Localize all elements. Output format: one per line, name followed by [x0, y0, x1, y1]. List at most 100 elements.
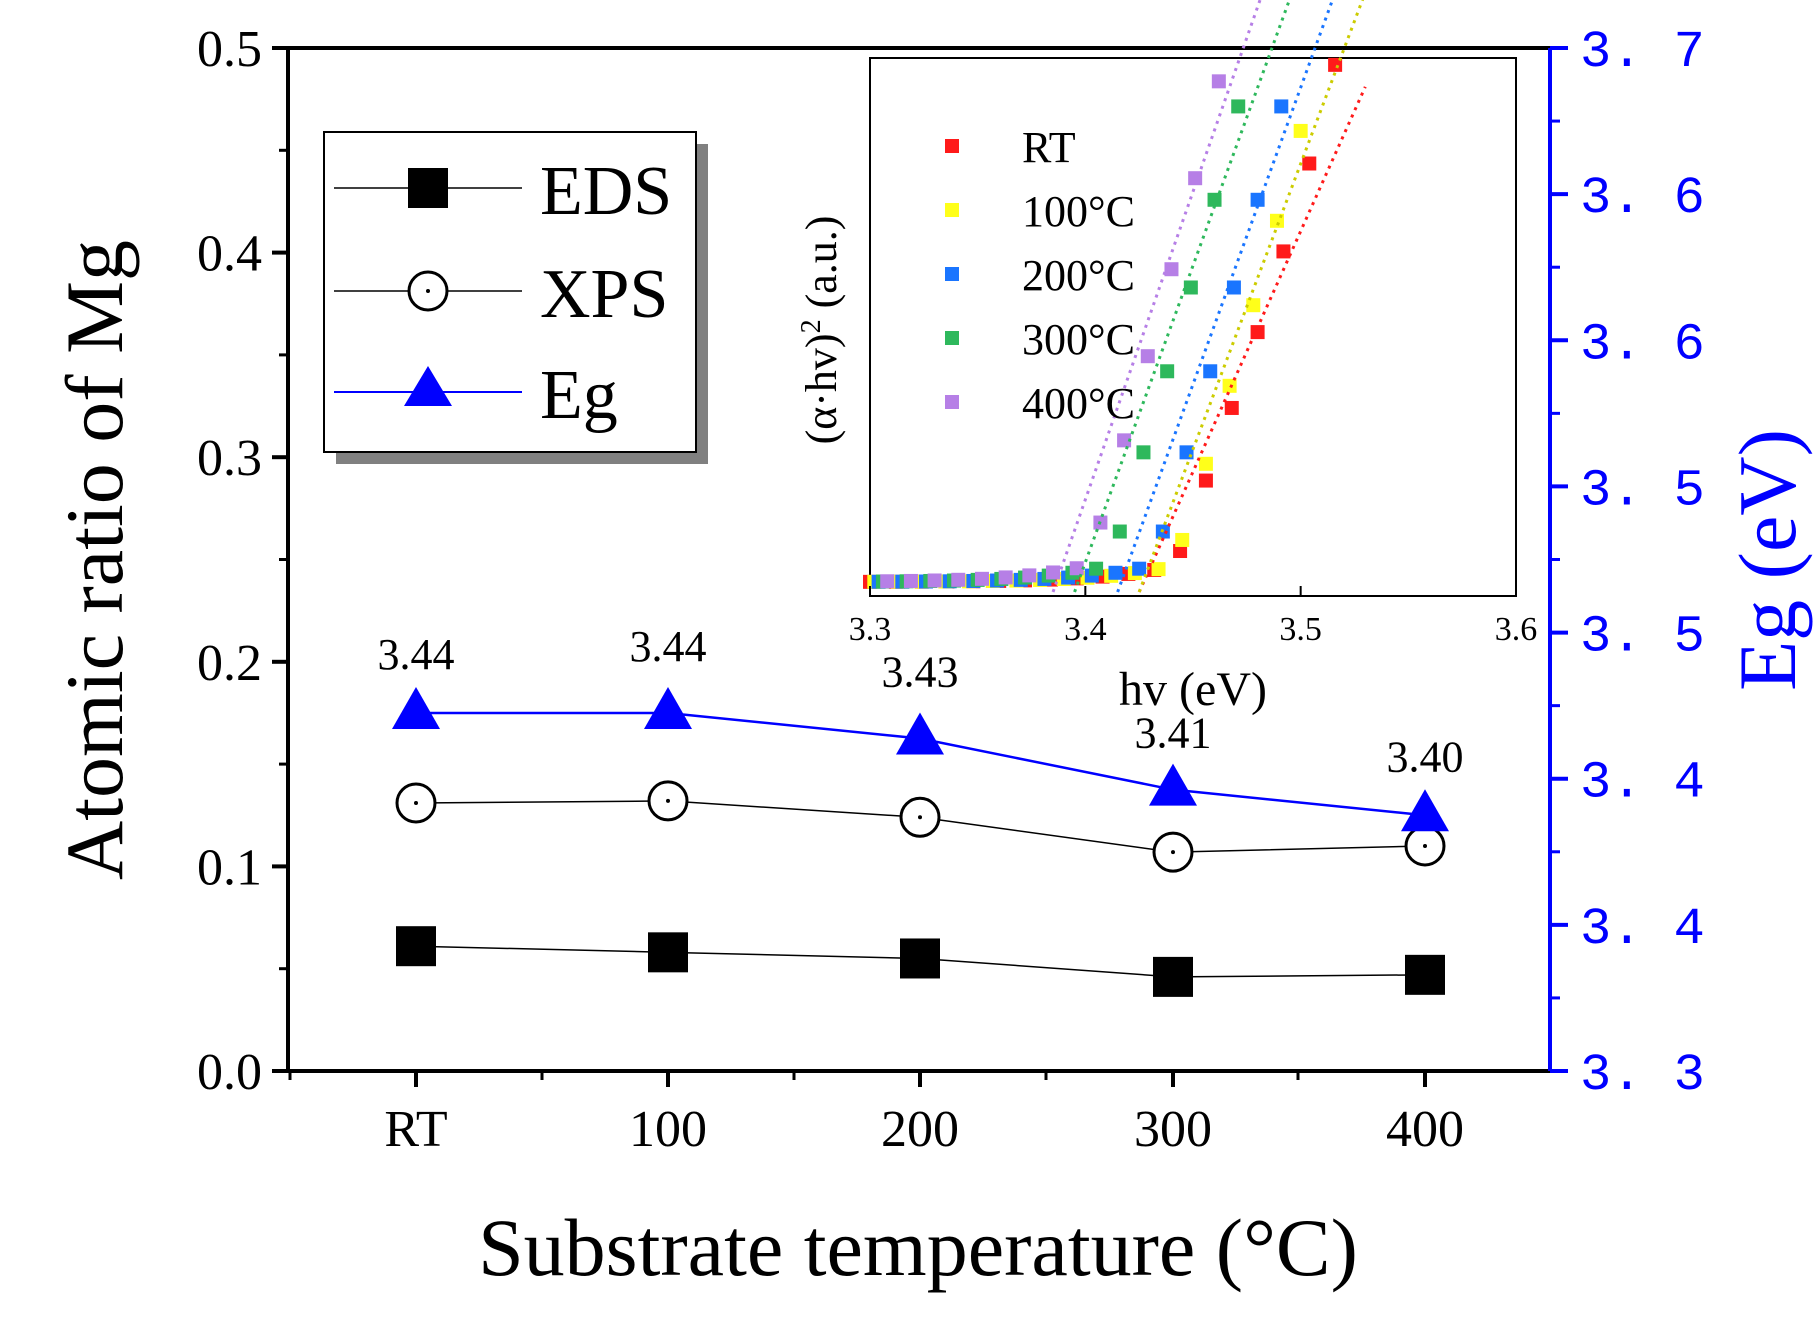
inset-point [1117, 433, 1132, 448]
inset-legend-marker [945, 395, 959, 409]
inset-x-axis-title: hv (eV) [1119, 663, 1267, 716]
eds-point [900, 938, 940, 979]
inset-point [1222, 378, 1237, 393]
inset-point [1136, 445, 1151, 460]
eg-point [644, 686, 692, 729]
inset-x-ticks: 3.3 3.4 3.5 3.6 [849, 586, 1538, 648]
inset-legend-marker [945, 267, 959, 281]
eg-data-label: 3.43 [882, 648, 959, 697]
x-tick-label: 200 [881, 1101, 959, 1158]
inset-x-tick-label: 3.6 [1495, 611, 1538, 648]
inset-point [1203, 364, 1218, 379]
x-axis-ticks: RT 100 200 300 400 [288, 1071, 1464, 1158]
inset-legend-marker [945, 203, 959, 217]
xps-point-dot [918, 815, 922, 820]
inset-point [1151, 562, 1166, 577]
right-tick-label: 3. 3 [1580, 1046, 1705, 1105]
right-tick-label: 3. 6 [1580, 315, 1705, 374]
xps-point-dot [414, 800, 418, 805]
left-axis-ticks: 0.0 0.1 0.2 0.3 0.4 0.5 [197, 21, 288, 1101]
inset-legend-marker [945, 331, 959, 345]
inset-point [1112, 524, 1127, 539]
inset-point [1140, 349, 1155, 364]
inset-point [1022, 568, 1037, 583]
legend-eds-marker [408, 168, 448, 208]
inset-legend-label: 300°C [1022, 315, 1135, 364]
inset-chart: 3.3 3.4 3.5 3.6 RT 100°C 200°C 300°C 400°C hv (… [796, 0, 1537, 716]
inset-point [1198, 473, 1213, 488]
inset-y-label-prefix: (α·hv) [797, 333, 846, 444]
inset-point [880, 574, 895, 589]
inset-y-axis-title: (α·hv)2 (a.u.) [796, 216, 846, 445]
inset-point [1175, 532, 1190, 547]
inset-point [1046, 565, 1061, 580]
inset-x-tick-label: 3.4 [1064, 611, 1107, 648]
right-tick-label: 3. 4 [1580, 754, 1705, 813]
left-tick-label: 0.1 [197, 839, 262, 896]
eg-point [896, 712, 944, 755]
inset-legend: RT 100°C 200°C 300°C 400°C [945, 123, 1135, 428]
legend-box [323, 131, 697, 453]
inset-frame [869, 57, 1517, 597]
right-tick-label: 3. 5 [1580, 608, 1705, 667]
inset-point [1231, 99, 1246, 114]
legend-xps-label: XPS [540, 256, 668, 333]
inset-data-points [863, 57, 1343, 589]
eg-data-labels: 3.44 3.44 3.43 3.41 3.40 [378, 622, 1464, 781]
eg-point [392, 686, 440, 729]
x-axis-title: Substrate temperature (°C) [478, 1202, 1358, 1293]
inset-legend-label: 100°C [1022, 187, 1135, 236]
inset-point [1198, 456, 1213, 471]
eg-data-label: 3.44 [630, 622, 707, 671]
inset-point [1328, 57, 1343, 72]
xps-point-dot [1171, 850, 1175, 855]
legend-eg-marker [404, 366, 452, 406]
inset-fit-line [1051, 0, 1262, 593]
inset-point [1246, 298, 1261, 313]
eds-point [1405, 954, 1445, 995]
inset-point [903, 573, 918, 588]
right-tick-label: 3. 5 [1580, 461, 1705, 520]
inset-legend-label: RT [1022, 123, 1076, 172]
inset-point [1224, 400, 1239, 415]
inset-fit-line [1073, 0, 1291, 593]
inset-point [1069, 561, 1084, 576]
left-tick-label: 0.0 [197, 1044, 262, 1101]
inset-fit-line [1137, 0, 1365, 593]
left-tick-label: 0.2 [197, 635, 262, 692]
right-tick-label: 3. 7 [1580, 23, 1705, 82]
inset-point [974, 571, 989, 586]
inset-point [951, 572, 966, 587]
inset-point [1276, 244, 1291, 259]
left-tick-label: 0.5 [197, 21, 262, 78]
inset-y-label-suffix: (a.u.) [797, 216, 846, 320]
inset-point [1160, 364, 1175, 379]
right-tick-label: 3. 4 [1580, 900, 1705, 959]
inset-point [1207, 192, 1222, 207]
inset-point [927, 573, 942, 588]
eds-point [396, 926, 436, 967]
inset-point [1173, 544, 1188, 559]
right-tick-label: 3. 6 [1580, 169, 1705, 228]
inset-point [1302, 156, 1317, 171]
eds-point [648, 932, 688, 973]
eg-data-label: 3.44 [378, 630, 455, 679]
legend-xps-marker-dot [426, 289, 430, 293]
inset-x-tick-label: 3.5 [1279, 611, 1322, 648]
left-tick-label: 0.4 [197, 226, 262, 283]
eds-point [1153, 956, 1193, 997]
inset-point [1211, 74, 1226, 89]
right-axis-ticks: 3. 3 3. 4 3. 4 3. 5 3. 5 3. 6 3. 6 3. 7 [1550, 23, 1705, 1105]
inset-point [1089, 561, 1104, 576]
x-tick-label: 400 [1386, 1101, 1464, 1158]
inset-fit-lines [1051, 0, 1367, 593]
inset-x-tick-label: 3.3 [849, 611, 892, 648]
inset-point [1132, 561, 1147, 576]
inset-point [998, 570, 1013, 585]
legend-eds-label: EDS [540, 153, 672, 230]
xps-point-dot [1423, 843, 1427, 848]
inset-legend-label: 400°C [1022, 379, 1135, 428]
eg-data-label: 3.40 [1387, 732, 1464, 781]
left-tick-label: 0.3 [197, 430, 262, 487]
